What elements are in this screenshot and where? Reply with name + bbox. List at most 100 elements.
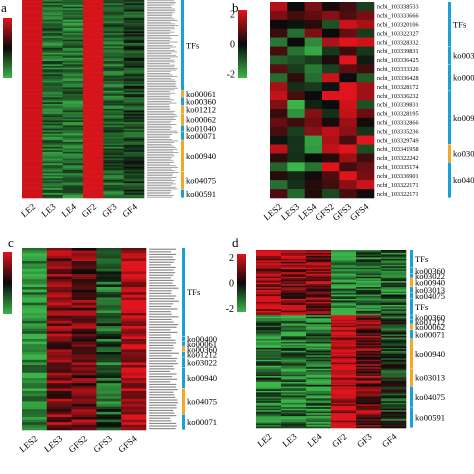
heatmap-cell <box>22 1 43 4</box>
heatmap-cell <box>331 257 357 260</box>
heatmap-cell <box>103 115 124 118</box>
heatmap-cell <box>103 193 124 195</box>
gene-label-column <box>149 248 179 430</box>
heatmap-cell <box>83 66 104 68</box>
heatmap-cell <box>62 140 84 143</box>
heatmap-cell <box>356 306 382 309</box>
gene-label-mark <box>149 256 173 258</box>
heatmap-cell <box>71 396 97 400</box>
heatmap-cell <box>306 404 332 407</box>
gene-label-mark <box>147 84 176 86</box>
heatmap-cell <box>103 165 124 167</box>
heatmap-cell <box>103 92 124 95</box>
heatmap-cell <box>83 97 104 100</box>
heatmap-cell <box>256 278 282 280</box>
heatmap-cell <box>306 401 332 404</box>
group-label: ko03022 <box>187 357 217 367</box>
heatmap-cell <box>121 378 147 381</box>
heatmap-cell <box>22 37 43 40</box>
heatmap-cell <box>62 21 84 24</box>
heatmap-cell <box>123 100 145 103</box>
heatmap-cell <box>46 352 72 355</box>
heatmap-cell <box>96 318 122 322</box>
heatmap-cell <box>62 194 84 197</box>
heatmap-cell <box>306 273 332 276</box>
heatmap-cell <box>356 91 375 101</box>
heatmap-cell <box>46 331 72 335</box>
gene-label: ncbi_103328195 <box>377 111 419 118</box>
heatmap-cell <box>103 120 124 123</box>
heatmap-cell <box>356 373 382 375</box>
heatmap-cell <box>381 270 407 273</box>
heatmap-cell <box>121 370 147 374</box>
gene-label-mark <box>147 23 176 25</box>
heatmap-cell <box>123 82 145 85</box>
heatmap-cell <box>71 372 97 376</box>
heatmap-cell <box>96 372 122 376</box>
heatmap-cell <box>62 156 84 159</box>
heatmap-cell <box>281 399 307 402</box>
heatmap-cell <box>331 319 357 322</box>
heatmap-cell <box>381 306 407 309</box>
heatmap-cell <box>256 416 282 418</box>
heatmap-cell <box>256 254 282 257</box>
gene-label: ncbi_103322171 <box>377 191 419 198</box>
gene-label-mark <box>147 168 172 170</box>
colorbar <box>3 18 12 78</box>
heatmap-cell <box>123 85 145 88</box>
heatmap-cell <box>306 321 332 323</box>
heatmap-cell <box>306 349 332 352</box>
heatmap-cell <box>256 295 282 298</box>
heatmap-cell <box>381 341 407 344</box>
heatmap-cell <box>281 333 307 335</box>
group-bar <box>448 64 451 91</box>
group-label: ko03013 <box>453 148 474 158</box>
heatmap-cell <box>22 0 43 2</box>
heatmap-cell <box>46 396 72 400</box>
heatmap-cell <box>22 297 48 301</box>
heatmap-cell <box>256 297 282 300</box>
heatmap-cell <box>306 368 332 371</box>
heatmap-cell <box>22 336 48 340</box>
heatmap-cell <box>103 168 124 171</box>
heatmap-cell <box>103 128 124 131</box>
column-label: GF2 <box>330 431 349 449</box>
gene-label-mark <box>149 326 177 328</box>
gene-label-mark <box>147 176 177 178</box>
heatmap-cell <box>287 100 305 110</box>
group-bar <box>410 298 413 315</box>
heatmap-cell <box>83 70 104 73</box>
heatmap-cell <box>96 375 122 379</box>
heatmap-cell <box>356 10 375 21</box>
heatmap-cell <box>356 318 382 321</box>
heatmap-cell <box>96 417 122 420</box>
heatmap-cell <box>96 294 122 298</box>
heatmap-cell <box>356 264 382 267</box>
heatmap-cell <box>281 405 307 408</box>
heatmap-cell <box>306 250 332 252</box>
heatmap-cell <box>256 257 282 260</box>
gene-label-mark <box>149 259 176 261</box>
gene-label: ncbi_103322242 <box>377 155 419 162</box>
heatmap-cell <box>71 422 97 426</box>
heatmap-cell <box>22 120 43 123</box>
heatmap-cell <box>62 191 84 194</box>
heatmap-cell <box>71 417 97 420</box>
heatmap-cell <box>381 423 407 426</box>
gene-label-mark <box>147 7 172 8</box>
heatmap-cell <box>83 56 104 59</box>
heatmap-cell <box>356 288 382 291</box>
gene-label-mark <box>147 157 173 158</box>
gene-label-mark <box>149 285 176 287</box>
gene-label-mark <box>147 163 170 165</box>
heatmap-cell <box>22 11 43 14</box>
heatmap-cell <box>42 79 63 82</box>
heatmap-cell <box>381 316 407 319</box>
heatmap-cell <box>270 64 288 74</box>
heatmap-cell <box>71 287 97 290</box>
heatmap-cell <box>339 189 357 199</box>
gene-label: ncbi_103322171 <box>377 182 419 189</box>
heatmap-cell <box>339 108 357 119</box>
heatmap-cell <box>71 365 97 368</box>
group-bar <box>448 2 451 47</box>
